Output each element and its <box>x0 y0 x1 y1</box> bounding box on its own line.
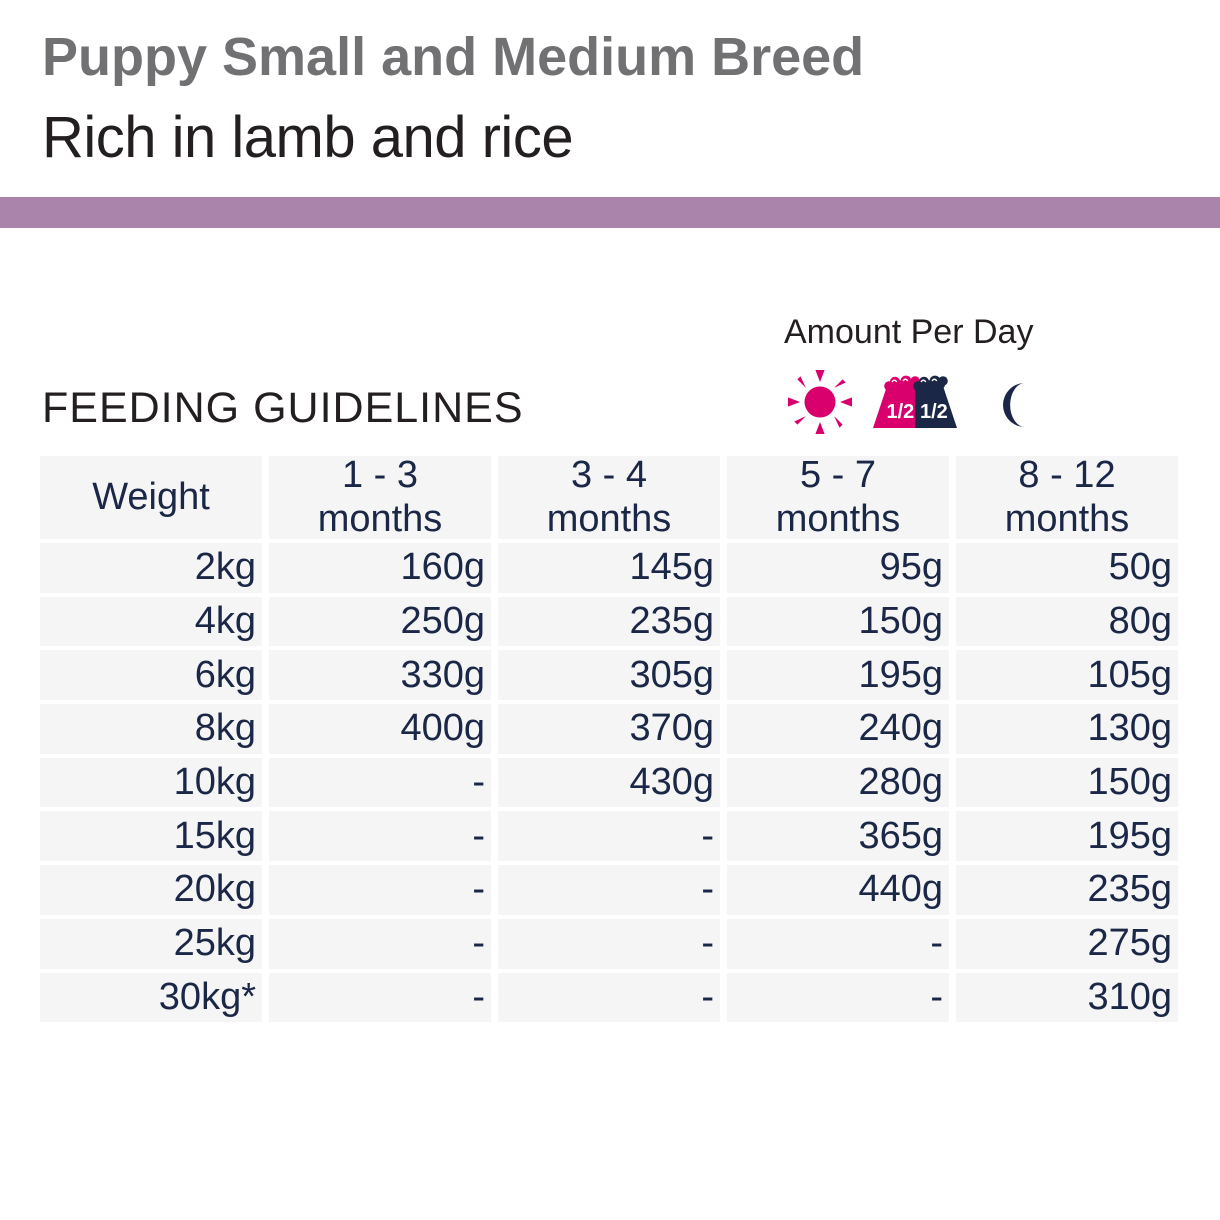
svg-text:1/2: 1/2 <box>887 401 915 423</box>
svg-text:1/2: 1/2 <box>920 401 948 423</box>
